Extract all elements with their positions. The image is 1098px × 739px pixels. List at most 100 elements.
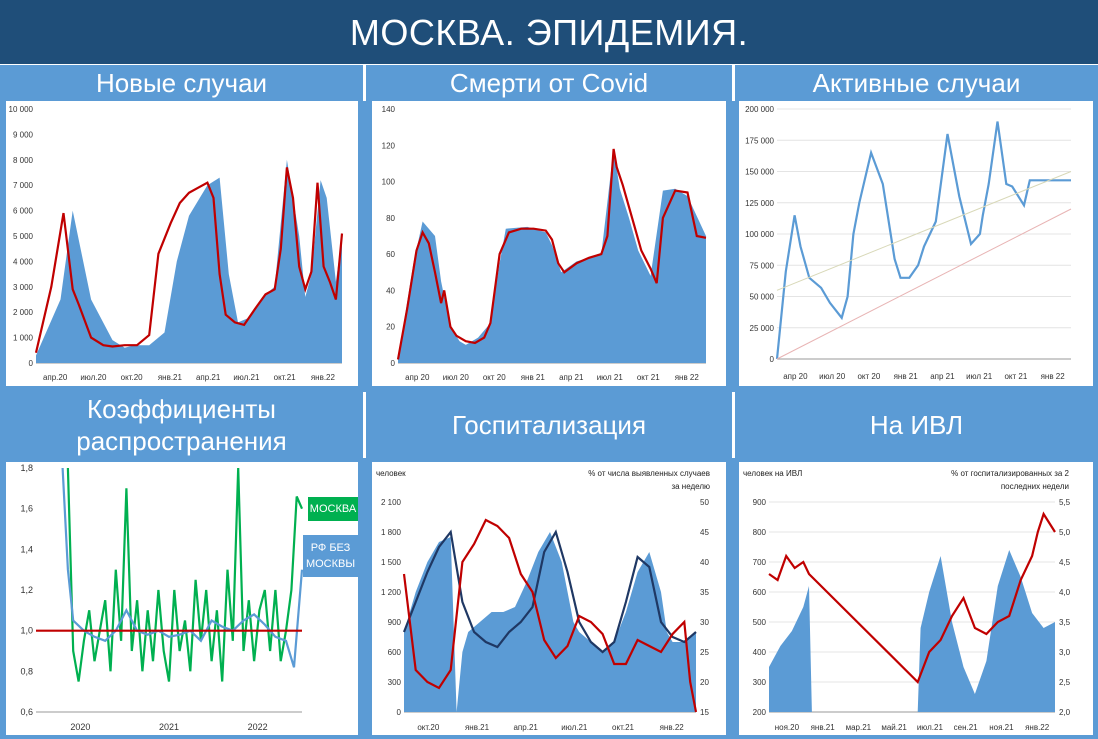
x-tick-label: апр.21 [196,373,221,382]
y-tick-label: 400 [753,648,767,657]
x-tick-label: окт.21 [274,373,296,382]
line-series [776,171,1072,291]
y-tick-label: 600 [753,588,767,597]
y-tick-label: 1,0 [20,626,33,636]
x-tick-label: ноя.21 [989,723,1014,732]
x-tick-label: 2021 [159,722,179,732]
y-tick-label: 900 [388,618,402,627]
y-tick-label: 100 [382,178,396,187]
line-series [768,511,1056,684]
area-series [769,550,1055,712]
y2-tick-label: 2,5 [1059,678,1071,687]
y2-axis-label: за неделю [671,482,710,491]
x-tick-label: окт 20 [857,372,880,381]
y-tick-label: 1 800 [381,528,402,537]
y-tick-label: 10 000 [9,105,34,114]
y2-tick-label: 50 [700,498,709,507]
y-tick-label: 1,4 [20,544,33,554]
y-tick-label: 700 [753,558,767,567]
x-tick-label: июл.21 [233,373,260,382]
y-tick-label: 1,2 [20,585,33,595]
panel-title-active-cases: Активные случаи [735,65,1098,101]
x-tick-label: янв 21 [894,372,919,381]
y-tick-label: 0,8 [20,666,33,676]
area-series [404,532,696,712]
y-tick-label: 25 000 [750,324,775,333]
area-series [398,148,706,363]
x-tick-label: окт.21 [612,723,634,732]
y-tick-label: 1,8 [20,463,33,473]
panel-title-spread-coefficients: Коэффициенты распространения [0,392,363,458]
line-series [396,148,707,360]
chart-active-cases: 0 25 000 50 000 75 000 100 000 125 000 150 000… [739,101,1093,386]
chart-hospitalization: 0 300 600 900 1 200 1 500 1 800 2 100 15 20 25 30 35… [372,462,726,735]
line-series [775,121,1071,360]
x-tick-label: янв.22 [660,723,685,732]
x-tick-label: янв.22 [1025,723,1050,732]
y-tick-label: 1 200 [381,588,402,597]
y-tick-label: 5 000 [13,232,34,241]
y-tick-label: 8 000 [13,156,34,165]
area-series [36,159,342,363]
y2-tick-label: 45 [700,528,709,537]
y-tick-label: 175 000 [745,136,774,145]
line-series [776,208,1072,360]
y2-axis-label: последних недели [1001,482,1069,491]
y-tick-label: 20 [386,323,395,332]
y-tick-label: 800 [753,528,767,537]
x-tick-label: янв.21 [811,723,836,732]
x-tick-label: 2020 [70,722,90,732]
legend-moscow: МОСКВА [308,497,358,521]
y-tick-label: 140 [382,105,396,114]
y-tick-label: 9 000 [13,130,34,139]
line-series [34,167,344,354]
chart-ventilator: 200 300 400 500 600 700 800 900 2,0 2,5 3,0 3,5 4,0 4… [739,462,1093,735]
panel-title-deaths: Смерти от Covid [366,65,732,101]
x-tick-label: окт 21 [1004,372,1027,381]
y2-axis-label: % от числа выявленных случаев [588,469,710,478]
y-tick-label: 50 000 [750,293,775,302]
x-tick-label: янв 21 [521,373,546,382]
y-tick-label: 1 000 [13,334,34,343]
y2-tick-label: 4,0 [1059,588,1071,597]
x-tick-label: янв.22 [311,373,336,382]
y2-tick-label: 3,0 [1059,648,1071,657]
y-tick-label: 600 [388,648,402,657]
y-tick-label: 0 [770,355,775,364]
y-axis-label: человек на ИВЛ [743,469,802,478]
y-tick-label: 120 [382,141,396,150]
y-tick-label: 125 000 [745,199,774,208]
x-tick-label: июл 21 [597,373,624,382]
x-tick-label: апр 20 [405,373,430,382]
chart-deaths: 0 20 40 60 80 100 120 140 апр 20 июл 20 окт 20 янв … [372,101,726,386]
y-tick-label: 900 [753,498,767,507]
x-tick-label: апр 21 [559,373,584,382]
x-tick-label: апр 21 [930,372,955,381]
y-tick-label: 1 500 [381,558,402,567]
x-tick-label: мар.21 [846,723,872,732]
x-tick-label: апр.21 [513,723,538,732]
y2-tick-label: 35 [700,588,709,597]
y-tick-label: 6 000 [13,207,34,216]
panel-title-ventilator: На ИВЛ [735,392,1098,458]
x-tick-label: 2022 [248,722,268,732]
y-tick-label: 0 [29,359,34,368]
y-tick-label: 0 [391,359,396,368]
x-tick-label: янв.21 [158,373,183,382]
panel-title-new-cases: Новые случаи [0,65,363,101]
y-tick-label: 7 000 [13,181,34,190]
x-tick-label: июл 20 [443,373,470,382]
y-tick-label: 150 000 [745,168,774,177]
y2-tick-label: 15 [700,708,709,717]
y-axis-label: человек [376,469,406,478]
x-tick-label: янв 22 [1041,372,1066,381]
chart-new-cases: 0 1 000 2 000 3 000 4 000 5 000 6 000 7 000 8 00… [6,101,358,386]
y-tick-label: 2 100 [381,498,402,507]
page-title: МОСКВА. ЭПИДЕМИЯ. [0,0,1098,64]
panel-title-hospitalization: Госпитализация [366,392,732,458]
y-tick-label: 500 [753,618,767,627]
y-tick-label: 60 [386,250,395,259]
y2-tick-label: 30 [700,618,709,627]
y2-tick-label: 40 [700,558,709,567]
x-tick-label: июл.20 [80,373,107,382]
